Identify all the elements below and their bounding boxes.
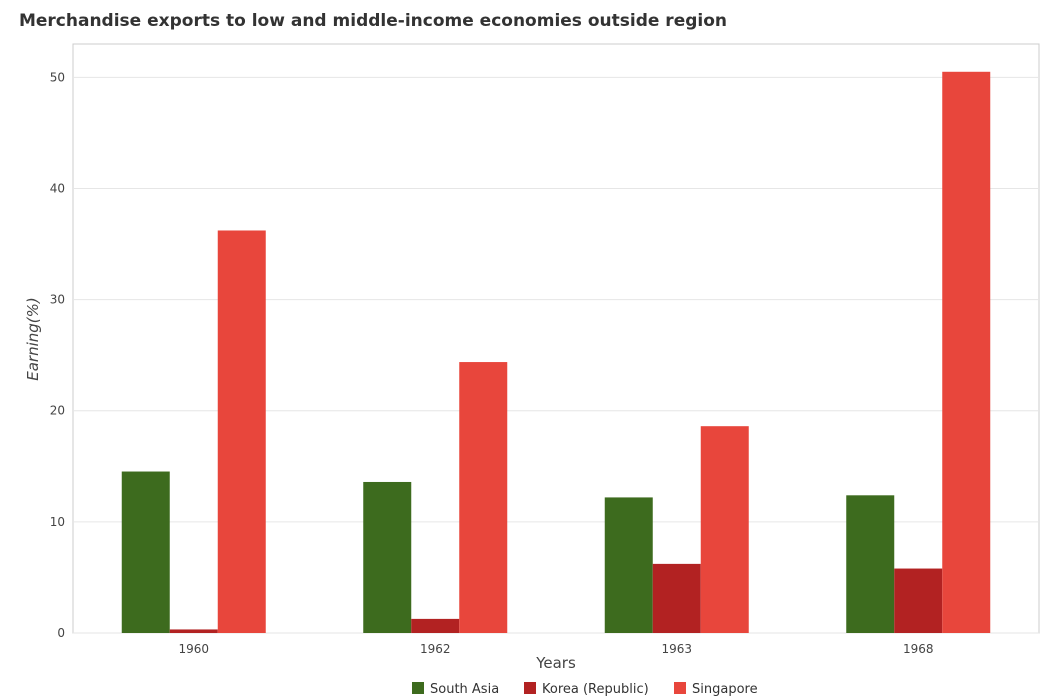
bar — [411, 618, 460, 633]
x-tick-label: 1968 — [903, 642, 934, 656]
legend-label: Singapore — [692, 682, 758, 697]
y-axis-title: Earning(%) — [24, 297, 42, 381]
x-tick-label: 1960 — [178, 642, 209, 656]
y-tick-label: 10 — [50, 515, 65, 529]
legend: South Asia Korea (Republic) Singapore — [412, 682, 758, 697]
bar — [700, 426, 749, 633]
bar — [169, 629, 218, 633]
bar — [121, 471, 170, 633]
y-tick-label: 40 — [50, 181, 65, 195]
x-tick-label: 1963 — [661, 642, 692, 656]
bar — [894, 568, 943, 633]
bar — [846, 495, 895, 633]
legend-label: Korea (Republic) — [542, 682, 649, 697]
bar — [652, 563, 701, 633]
legend-swatch — [524, 682, 536, 694]
y-tick-label: 30 — [50, 293, 65, 307]
bar — [363, 481, 412, 633]
x-axis-ticks: 1960 1962 1963 1968 — [178, 642, 933, 656]
x-axis-title: Years — [535, 654, 576, 672]
bars — [121, 71, 991, 634]
bar — [942, 71, 991, 633]
legend-swatch — [674, 682, 686, 694]
y-tick-label: 50 — [50, 70, 65, 84]
legend-swatch — [412, 682, 424, 694]
y-axis-ticks: 0 10 20 30 40 50 — [50, 70, 65, 640]
bar — [217, 230, 266, 634]
y-tick-label: 0 — [57, 626, 65, 640]
y-tick-label: 20 — [50, 404, 65, 418]
bar — [604, 497, 653, 633]
chart-title: Merchandise exports to low and middle-in… — [19, 11, 727, 31]
x-tick-label: 1962 — [420, 642, 451, 656]
bar — [459, 362, 508, 633]
legend-label: South Asia — [430, 682, 499, 697]
